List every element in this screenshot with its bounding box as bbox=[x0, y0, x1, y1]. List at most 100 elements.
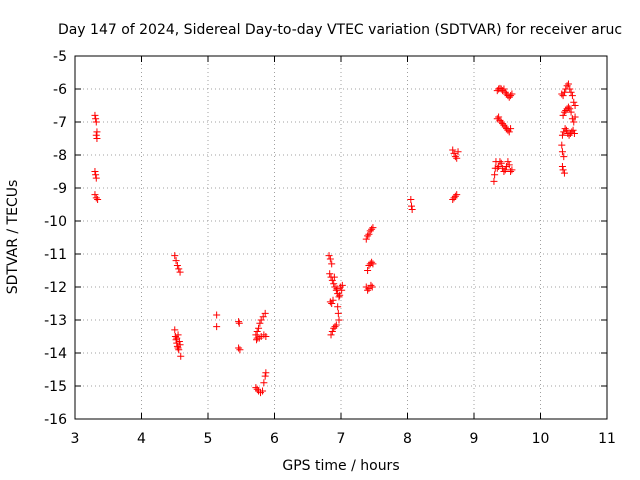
data-point bbox=[558, 141, 566, 149]
data-point bbox=[171, 252, 179, 260]
data-point bbox=[328, 328, 336, 336]
data-point bbox=[560, 153, 568, 161]
data-point bbox=[253, 385, 261, 393]
data-point bbox=[92, 194, 100, 202]
data-point bbox=[262, 369, 270, 377]
data-point bbox=[334, 309, 342, 317]
axis-ticks: 3 4 5 6 7 8 9 10 11 -5 -6 -7 -8 -9 -10 -11 -12 -13 -14 -15 -… bbox=[44, 49, 616, 447]
data-point bbox=[213, 323, 221, 331]
data-point bbox=[504, 158, 512, 166]
data-point bbox=[560, 169, 568, 177]
data-point bbox=[327, 331, 335, 339]
data-point bbox=[235, 319, 243, 327]
data-point bbox=[255, 324, 263, 332]
data-point bbox=[176, 341, 184, 349]
data-point bbox=[362, 235, 370, 243]
data-point bbox=[92, 131, 100, 139]
data-point bbox=[262, 333, 270, 340]
data-point bbox=[495, 113, 503, 121]
data-point bbox=[235, 344, 243, 352]
data-point bbox=[508, 166, 516, 174]
x-tick-label: 11 bbox=[598, 431, 616, 447]
data-point bbox=[407, 196, 415, 204]
data-point bbox=[566, 85, 574, 93]
data-point bbox=[364, 232, 372, 240]
data-point bbox=[491, 171, 499, 179]
data-point bbox=[331, 323, 339, 331]
chart-title: Day 147 of 2024, Sidereal Day-to-day VTE… bbox=[58, 22, 622, 38]
data-point bbox=[335, 293, 343, 301]
data-point bbox=[328, 260, 336, 268]
data-point bbox=[330, 280, 338, 288]
data-point bbox=[501, 166, 509, 174]
data-point bbox=[558, 148, 566, 156]
data-point bbox=[261, 372, 269, 380]
y-tick-label: -5 bbox=[53, 49, 67, 65]
x-axis-label: GPS time / hours bbox=[282, 458, 399, 474]
data-point bbox=[558, 163, 566, 171]
x-tick-label: 3 bbox=[71, 431, 80, 447]
data-point bbox=[571, 102, 579, 109]
data-point bbox=[559, 111, 567, 119]
data-point bbox=[496, 158, 504, 166]
grid-lines bbox=[75, 56, 607, 419]
data-point bbox=[365, 230, 373, 238]
x-tick-label: 10 bbox=[532, 431, 550, 447]
data-point bbox=[570, 98, 578, 106]
y-tick-label: -13 bbox=[44, 313, 67, 329]
data-point bbox=[505, 128, 513, 136]
data-point bbox=[213, 311, 221, 319]
data-point bbox=[368, 225, 376, 233]
data-point bbox=[570, 118, 578, 126]
y-tick-label: -12 bbox=[44, 280, 67, 296]
y-tick-label: -14 bbox=[44, 346, 67, 362]
data-point bbox=[338, 281, 346, 289]
data-point bbox=[567, 108, 575, 116]
data-point bbox=[92, 115, 100, 123]
data-point bbox=[173, 262, 181, 270]
data-point bbox=[368, 283, 376, 291]
data-point bbox=[490, 177, 498, 185]
data-point bbox=[252, 331, 260, 339]
y-tick-label: -10 bbox=[44, 214, 67, 230]
data-point bbox=[92, 118, 100, 126]
data-point bbox=[570, 130, 578, 138]
data-point bbox=[177, 352, 185, 360]
data-point bbox=[453, 154, 461, 162]
x-tick-label: 7 bbox=[337, 431, 346, 447]
data-point bbox=[364, 267, 372, 274]
data-point bbox=[328, 300, 336, 307]
y-axis-label: SDTVAR / TECUs bbox=[5, 180, 21, 295]
data-point bbox=[326, 255, 334, 263]
data-point bbox=[562, 126, 570, 134]
data-point bbox=[369, 260, 377, 268]
data-point bbox=[172, 257, 180, 265]
x-tick-label: 8 bbox=[403, 431, 412, 447]
data-point bbox=[507, 125, 515, 133]
data-point bbox=[408, 205, 416, 213]
data-point bbox=[454, 148, 462, 156]
data-point bbox=[558, 131, 566, 139]
data-points bbox=[91, 80, 579, 397]
data-point bbox=[325, 252, 333, 260]
data-point bbox=[335, 316, 343, 324]
x-tick-label: 6 bbox=[270, 431, 279, 447]
data-point bbox=[566, 105, 574, 113]
x-tick-label: 5 bbox=[204, 431, 213, 447]
data-point bbox=[567, 88, 575, 96]
data-point bbox=[326, 298, 334, 306]
x-tick-label: 4 bbox=[137, 431, 146, 447]
data-point bbox=[507, 92, 515, 100]
data-point bbox=[497, 159, 505, 167]
y-tick-label: -11 bbox=[44, 247, 67, 263]
data-point bbox=[369, 224, 377, 232]
data-point bbox=[92, 174, 100, 182]
data-point bbox=[92, 171, 100, 179]
data-point bbox=[175, 265, 183, 273]
data-point bbox=[453, 191, 461, 199]
y-tick-label: -9 bbox=[53, 181, 67, 197]
data-point bbox=[172, 336, 180, 344]
y-tick-label: -15 bbox=[44, 379, 67, 395]
data-point bbox=[367, 281, 375, 289]
